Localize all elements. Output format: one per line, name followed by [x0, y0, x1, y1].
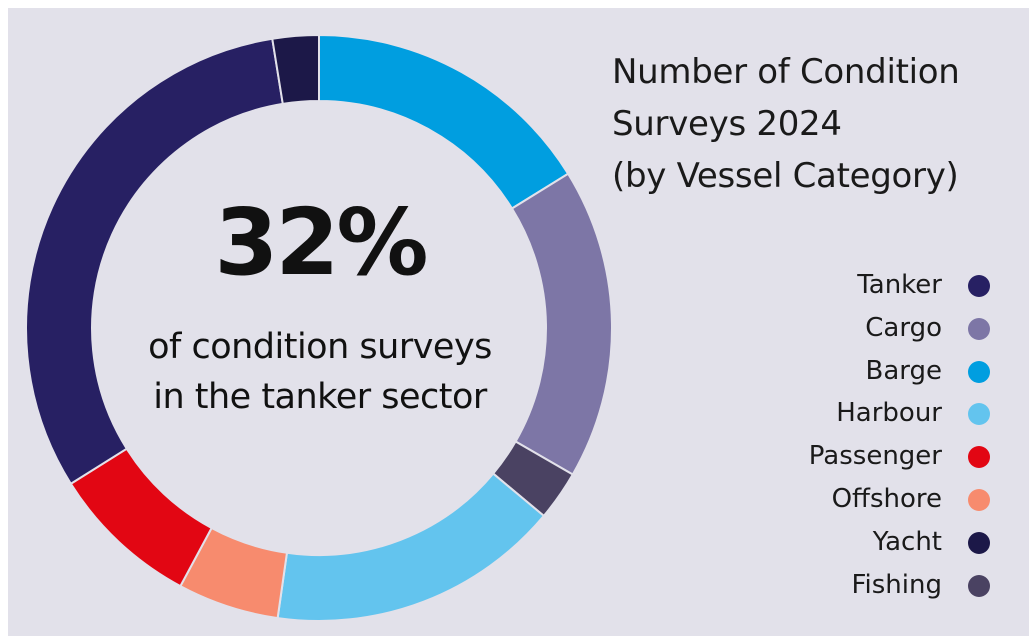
- donut-slice-barge: [318, 33, 570, 210]
- legend-label-cargo: Cargo: [865, 312, 942, 343]
- legend-swatch-fishing: [968, 574, 990, 597]
- legend-swatch-passenger: [968, 446, 990, 469]
- legend-item-harbour: Harbour: [700, 392, 1000, 435]
- chart-title: Number of Condition Surveys 2024 (by Ves…: [612, 46, 1022, 202]
- donut-slice-harbour: [276, 472, 546, 622]
- legend-label-fishing: Fishing: [851, 569, 942, 600]
- legend-item-offshore: Offshore: [700, 478, 1000, 521]
- legend-label-yacht: Yacht: [872, 526, 942, 557]
- donut-slice-yacht: [271, 33, 320, 106]
- legend-item-cargo: Cargo: [700, 307, 1000, 350]
- legend: Tanker Cargo Barge Harbour Passenger Offshore…: [700, 264, 1000, 606]
- center-caption: of condition surveys in the tanker secto…: [120, 322, 520, 422]
- legend-item-tanker: Tanker: [700, 264, 1000, 307]
- center-percentage: 32%: [214, 189, 428, 296]
- chart-title-line-1: Number of Condition: [612, 52, 960, 92]
- legend-swatch-barge: [968, 360, 990, 383]
- legend-swatch-offshore: [968, 488, 990, 511]
- legend-swatch-cargo: [968, 317, 990, 340]
- legend-label-barge: Barge: [865, 355, 942, 386]
- center-caption-line-2: in the tanker sector: [153, 377, 487, 417]
- donut-slice-tanker: [25, 37, 284, 486]
- chart-title-line-3: (by Vessel Category): [612, 156, 959, 196]
- donut-slice-cargo: [510, 172, 613, 476]
- legend-swatch-yacht: [968, 531, 990, 554]
- legend-swatch-harbour: [968, 403, 990, 426]
- center-caption-line-1: of condition surveys: [148, 327, 492, 367]
- chart-title-line-2: Surveys 2024: [612, 104, 842, 144]
- legend-item-passenger: Passenger: [700, 435, 1000, 478]
- legend-item-fishing: Fishing: [700, 564, 1000, 607]
- legend-label-tanker: Tanker: [857, 270, 942, 300]
- legend-item-yacht: Yacht: [700, 521, 1000, 564]
- legend-label-harbour: Harbour: [836, 398, 942, 429]
- legend-label-offshore: Offshore: [831, 483, 942, 514]
- legend-item-barge: Barge: [700, 350, 1000, 393]
- legend-swatch-tanker: [968, 275, 990, 297]
- legend-label-passenger: Passenger: [808, 441, 942, 472]
